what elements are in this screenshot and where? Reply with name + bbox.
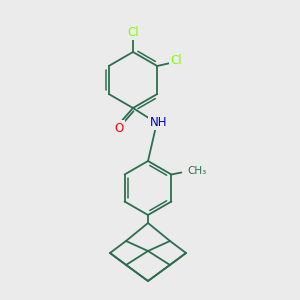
Text: NH: NH <box>150 116 168 128</box>
Text: Cl: Cl <box>127 26 139 38</box>
Text: CH₃: CH₃ <box>188 167 207 176</box>
Text: O: O <box>114 122 124 134</box>
Text: Cl: Cl <box>170 55 182 68</box>
